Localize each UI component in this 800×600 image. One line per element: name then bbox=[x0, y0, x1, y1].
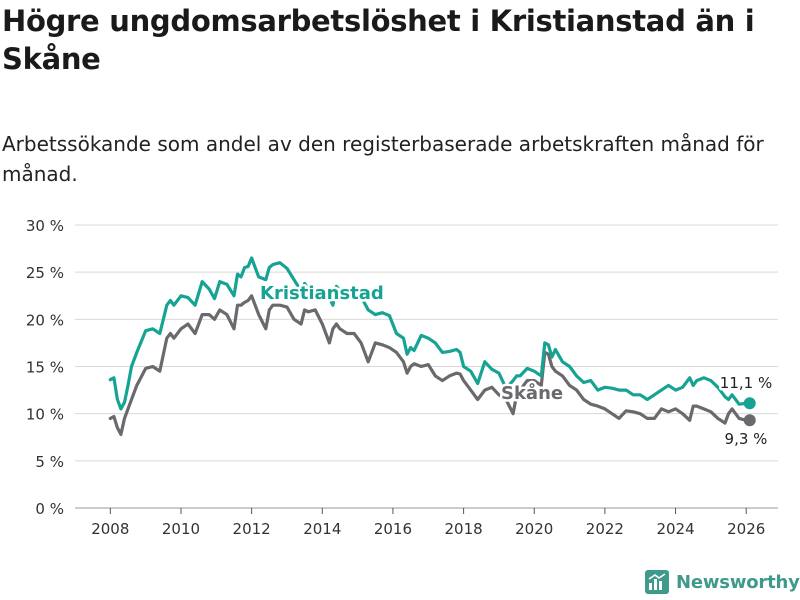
series-label-kristianstad-halo: Kristianstad bbox=[260, 283, 384, 304]
end-value-skane-halo: 9,3 % bbox=[725, 430, 768, 448]
y-tick-label: 15 % bbox=[26, 359, 64, 377]
series-label-skane-halo: Skåne bbox=[501, 382, 563, 404]
bar-chart-logo-icon bbox=[645, 570, 669, 594]
y-tick-label: 10 % bbox=[26, 406, 64, 424]
x-axis: 2008 2010 2012 2014 2016 2018 2020 2022 2024 2026 bbox=[91, 508, 765, 538]
x-tick-label: 2014 bbox=[303, 520, 341, 538]
brand-logo[interactable]: Newsworthy bbox=[645, 570, 800, 594]
series-label-skane: Skåne bbox=[501, 382, 563, 404]
x-tick-label: 2010 bbox=[162, 520, 200, 538]
x-tick-label: 2024 bbox=[656, 520, 694, 538]
y-tick-label: 30 % bbox=[26, 217, 64, 235]
page-title: Högre ungdomsarbetslöshet i Kristianstad… bbox=[2, 4, 755, 76]
y-tick-label: 20 % bbox=[26, 311, 64, 329]
y-axis: 0 % 5 % 10 % 15 % 20 % 25 % 30 % bbox=[26, 217, 64, 518]
end-value-kristianstad-halo: 11,1 % bbox=[720, 374, 772, 392]
y-tick-label: 25 % bbox=[26, 264, 64, 282]
x-tick-label: 2022 bbox=[586, 520, 624, 538]
x-tick-label: 2012 bbox=[233, 520, 271, 538]
gridlines bbox=[75, 224, 778, 509]
series-line-skane bbox=[108, 294, 752, 436]
x-tick-label: 2020 bbox=[515, 520, 553, 538]
series-label-kristianstad: Kristianstad bbox=[260, 283, 384, 304]
y-tick-label: 0 % bbox=[35, 500, 64, 518]
end-point-kristianstad bbox=[743, 397, 756, 410]
x-tick-label: 2016 bbox=[374, 520, 412, 538]
series-lines bbox=[108, 256, 756, 436]
series-line-kristianstad bbox=[108, 256, 752, 411]
end-point-skane bbox=[743, 414, 756, 427]
x-tick-label: 2008 bbox=[91, 520, 129, 538]
brand-name: Newsworthy bbox=[676, 571, 800, 593]
chart-subtitle: Arbetssökande som andel av den registerb… bbox=[2, 132, 764, 186]
end-value-kristianstad: 11,1 % bbox=[720, 374, 772, 392]
x-tick-label: 2018 bbox=[444, 520, 482, 538]
x-tick-label: 2026 bbox=[727, 520, 765, 538]
y-tick-label: 5 % bbox=[35, 453, 64, 471]
end-value-skane: 9,3 % bbox=[725, 430, 768, 448]
